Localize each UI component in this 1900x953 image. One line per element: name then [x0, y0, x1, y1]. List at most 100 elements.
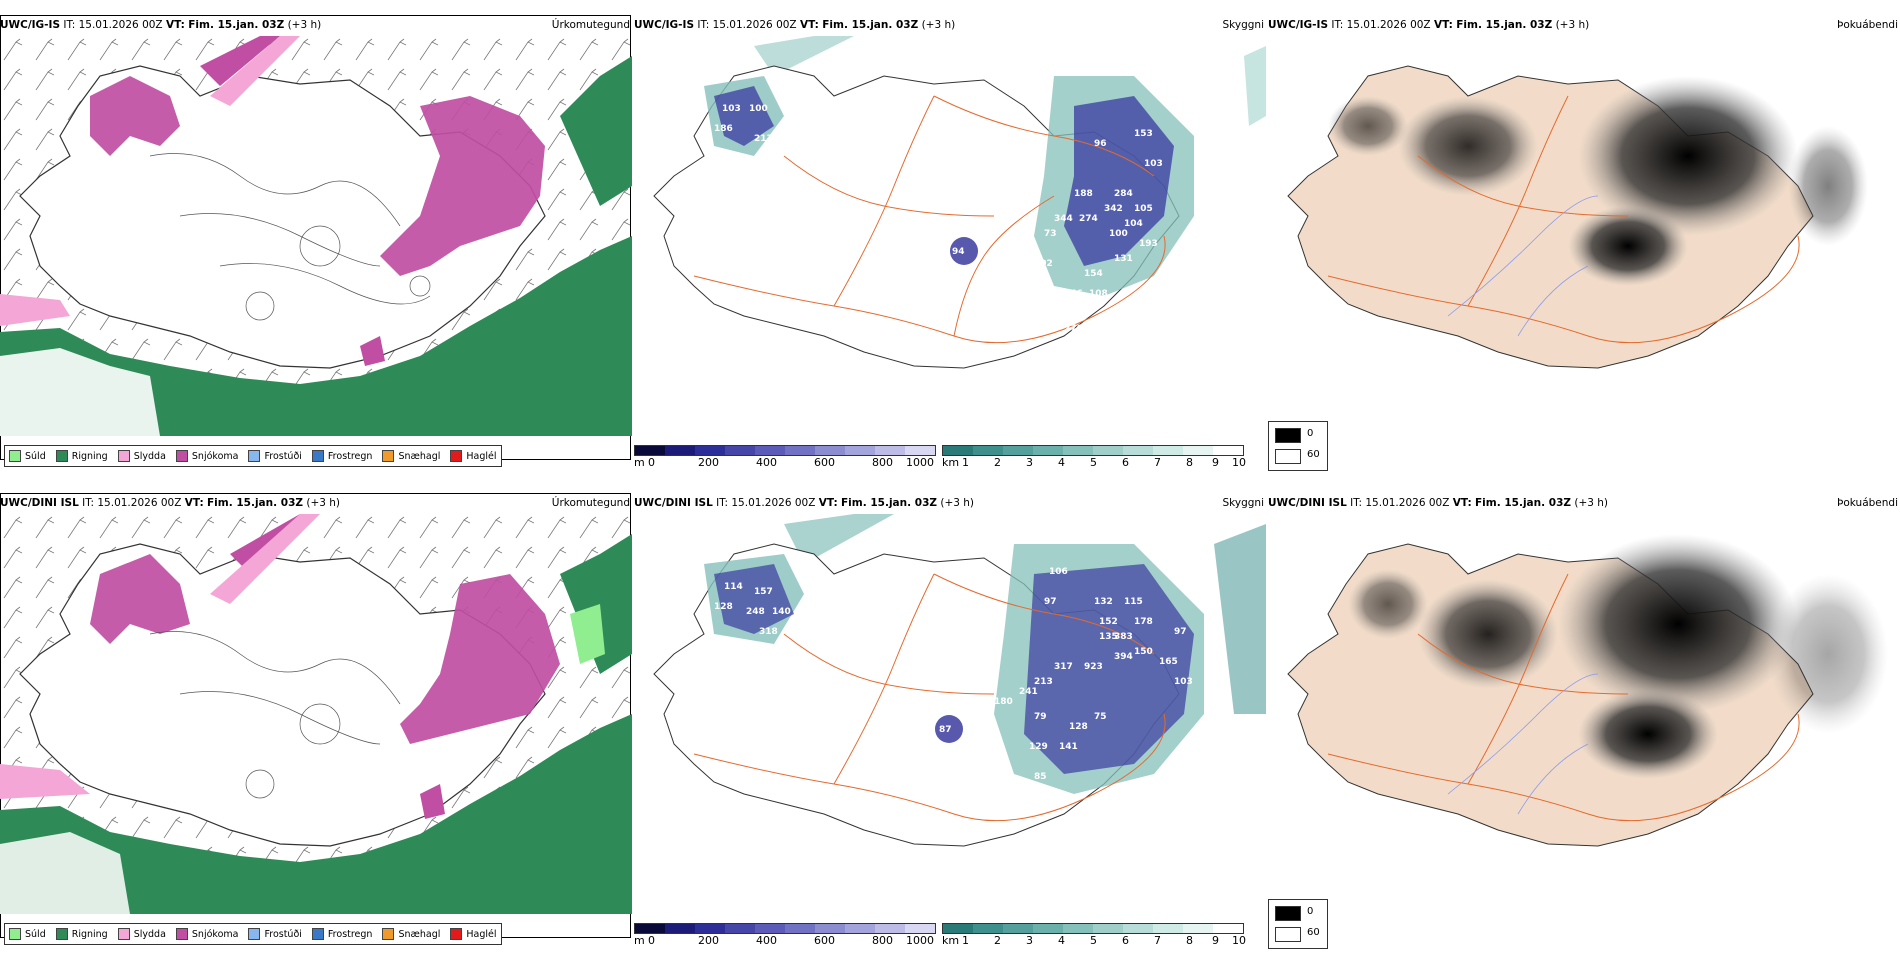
vt-label: VT: — [165, 19, 185, 31]
panel-header: UWC/IG-IS IT: 15.01.2026 00Z VT: Fim. 15… — [0, 19, 632, 35]
fog-legend: 0 60 — [1268, 421, 1328, 471]
visibility-ceiling-map: 114 157 248 140 128 318 110 106 97 132 1… — [653, 514, 1266, 847]
svg-text:75: 75 — [1094, 712, 1107, 722]
svg-text:110: 110 — [759, 647, 778, 657]
ceiling-colorbar: m 0 200 400 600 800 1000 — [634, 923, 939, 949]
lead-time: (+3 h) — [306, 497, 341, 509]
svg-text:106: 106 — [1049, 567, 1068, 577]
legend-item-freezing-rain: Frostregn — [311, 450, 372, 462]
svg-text:104: 104 — [1124, 219, 1143, 229]
visibility-colorbar: km 1 2 3 4 5 6 7 8 9 10 — [942, 445, 1266, 471]
vt-label: VT: — [799, 19, 819, 31]
vt-label: VT: — [1452, 497, 1472, 509]
svg-text:100: 100 — [1109, 229, 1128, 239]
vt-label: VT: — [1433, 19, 1453, 31]
legend-item-hail: Haglél — [450, 450, 497, 462]
svg-text:103: 103 — [1174, 677, 1193, 687]
fog-area-east — [1558, 534, 1798, 714]
it-label: IT: — [82, 497, 95, 509]
legend-item-sleet: Slydda — [117, 928, 166, 940]
legend-item-rain: Rigning — [55, 450, 108, 462]
panel-header: UWC/DINI ISL IT: 15.01.2026 00Z VT: Fim.… — [634, 497, 1266, 513]
svg-text:318: 318 — [759, 627, 778, 637]
model-name: UWC/IG-IS — [1268, 19, 1329, 31]
vt-value: Fim. 15.jan. 03Z — [841, 497, 937, 509]
svg-text:157: 157 — [754, 587, 773, 597]
fog-high-swatch — [1275, 906, 1301, 921]
rain-area — [0, 714, 632, 914]
parameter-name: Úrkomutegund — [551, 497, 630, 509]
svg-text:129: 129 — [1029, 742, 1048, 752]
ceiling-value-labels: 103 100 186 213 210 96 153 103 188 342 2… — [714, 104, 1163, 334]
svg-text:186: 186 — [714, 124, 733, 134]
svg-text:97: 97 — [1174, 627, 1187, 637]
svg-text:131: 131 — [1114, 254, 1133, 264]
it-value: 15.01.2026 00Z — [1346, 19, 1431, 31]
svg-text:140: 140 — [772, 607, 791, 617]
vt-label: VT: — [184, 497, 204, 509]
it-label: IT: — [716, 497, 729, 509]
fog-indicator-panel: UWC/DINI ISL IT: 15.01.2026 00Z VT: Fim.… — [1268, 478, 1900, 953]
it-value: 15.01.2026 00Z — [731, 497, 816, 509]
svg-text:132: 132 — [1094, 597, 1113, 607]
model-name: UWC/DINI ISL — [634, 497, 713, 509]
visibility-unit: km — [942, 456, 960, 469]
fog-indicator-map — [1287, 65, 1868, 369]
svg-text:87: 87 — [939, 725, 952, 735]
svg-text:94: 94 — [952, 247, 965, 257]
it-value: 15.01.2026 00Z — [1365, 497, 1450, 509]
terrain-contours — [149, 153, 431, 321]
svg-text:141: 141 — [1059, 742, 1078, 752]
svg-text:73: 73 — [1044, 229, 1057, 239]
svg-text:102: 102 — [1034, 259, 1053, 269]
fog-indicator-map — [1287, 534, 1888, 847]
svg-text:276: 276 — [1064, 324, 1083, 334]
svg-text:115: 115 — [1124, 597, 1143, 607]
precip-type-map — [0, 514, 632, 914]
legend-item-drizzle: Súld — [9, 450, 46, 462]
lead-time: (+3 h) — [921, 19, 956, 31]
svg-text:394: 394 — [1114, 652, 1133, 662]
ceiling-unit: m — [634, 934, 645, 947]
low-ceiling-area — [1064, 96, 1174, 266]
fog-high-swatch — [1275, 428, 1301, 443]
fog-high-label: 0 — [1307, 906, 1314, 917]
panel-header: UWC/DINI ISL IT: 15.01.2026 00Z VT: Fim.… — [0, 497, 632, 513]
vt-value: Fim. 15.jan. 03Z — [207, 497, 303, 509]
vt-label: VT: — [818, 497, 838, 509]
svg-text:248: 248 — [746, 607, 765, 617]
it-value: 15.01.2026 00Z — [712, 19, 797, 31]
road-network — [1327, 573, 1800, 822]
svg-text:152: 152 — [1099, 617, 1118, 627]
precip-type-map — [0, 36, 632, 436]
road-network — [693, 573, 1166, 822]
svg-text:213: 213 — [754, 134, 773, 144]
legend-item-snow-pellets: Snæhagl — [382, 450, 440, 462]
svg-text:210: 210 — [774, 129, 793, 139]
rivers — [1447, 195, 1599, 337]
snow-band — [200, 36, 280, 86]
svg-text:165: 165 — [1159, 657, 1178, 667]
svg-text:241: 241 — [1019, 687, 1038, 697]
model-name: UWC/DINI ISL — [1268, 497, 1347, 509]
svg-text:150: 150 — [1134, 647, 1153, 657]
fog-legend: 0 60 — [1268, 899, 1328, 949]
rain-area — [0, 236, 632, 436]
svg-text:135: 135 — [1099, 632, 1118, 642]
vt-value: Fim. 15.jan. 03Z — [1475, 497, 1571, 509]
row-ig-is: UWC/IG-IS IT: 15.01.2026 00Z VT: Fim. 15… — [0, 0, 1900, 475]
model-name: UWC/IG-IS — [634, 19, 695, 31]
fog-high-label: 0 — [1307, 428, 1314, 439]
svg-text:923: 923 — [1084, 662, 1103, 672]
parameter-name: Þokuábendi — [1837, 497, 1898, 509]
rivers — [1447, 673, 1599, 815]
svg-text:284: 284 — [1114, 189, 1133, 199]
model-name: UWC/IG-IS — [0, 19, 61, 31]
svg-text:114: 114 — [724, 582, 743, 592]
svg-text:96: 96 — [1094, 139, 1107, 149]
svg-text:128: 128 — [1069, 722, 1088, 732]
svg-text:193: 193 — [1139, 239, 1158, 249]
it-label: IT: — [63, 19, 76, 31]
legend-item-snow: Snjókoma — [175, 450, 238, 462]
parameter-name: Þokuábendi — [1837, 19, 1898, 31]
